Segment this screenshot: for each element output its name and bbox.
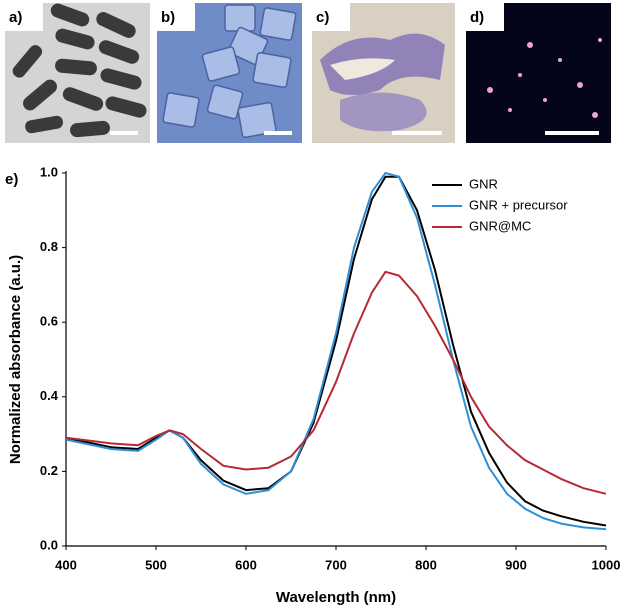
x-tick-label: 700 xyxy=(325,557,347,572)
legend-label: GNR@MC xyxy=(469,218,531,233)
y-tick-label: 0.4 xyxy=(40,388,59,403)
series-line xyxy=(65,270,607,495)
panel-label-bg xyxy=(157,3,195,31)
panel-label: e) xyxy=(5,171,18,188)
panel-label-bg xyxy=(466,3,504,31)
x-tick-label: 400 xyxy=(55,557,77,572)
panel-label: a) xyxy=(9,9,22,26)
panel-label-bg xyxy=(312,3,350,31)
y-tick-label: 1.0 xyxy=(40,164,58,179)
x-tick-label: 800 xyxy=(415,557,437,572)
legend-label: GNR xyxy=(469,176,498,191)
x-axis-label: Wavelength (nm) xyxy=(276,589,396,606)
x-tick-label: 900 xyxy=(505,557,527,572)
panel-label-bg xyxy=(5,3,43,31)
x-tick-label: 1000 xyxy=(592,557,621,572)
y-tick-label: 0.0 xyxy=(40,537,58,552)
panel-label: b) xyxy=(161,9,175,26)
legend-label: GNR + precursor xyxy=(469,197,568,212)
micrograph-a xyxy=(5,3,150,143)
y-tick-label: 0.6 xyxy=(40,314,58,329)
panel-label: c) xyxy=(316,9,329,26)
y-tick-label: 0.8 xyxy=(40,239,58,254)
x-tick-label: 600 xyxy=(235,557,257,572)
panel-label: d) xyxy=(470,9,484,26)
series-line xyxy=(65,172,607,531)
y-axis-label: Normalized absorbance (a.u.) xyxy=(7,255,24,464)
y-tick-label: 0.2 xyxy=(40,463,58,478)
x-tick-label: 500 xyxy=(145,557,167,572)
